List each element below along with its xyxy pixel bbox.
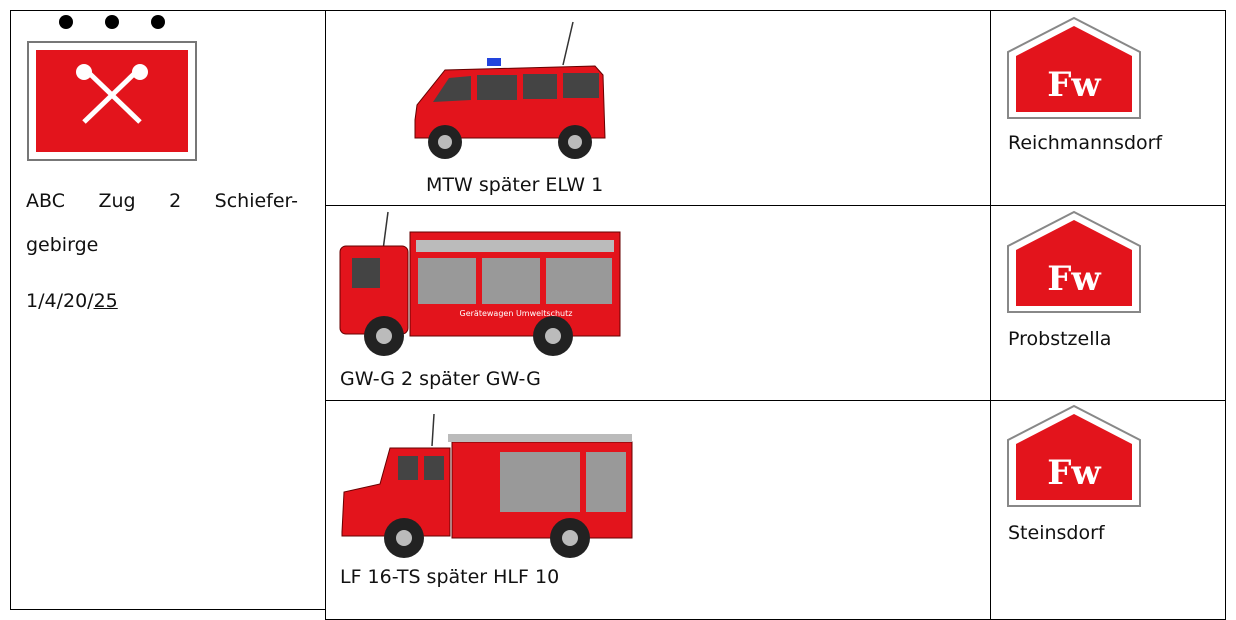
vehicle-icon [341,413,633,558]
station-label: Probstzella [1008,328,1112,350]
station-icon: Fw [1007,404,1141,507]
unit-title: gebirge [26,234,99,256]
vehicle-lettering: Gerätewagen Umweltschutz [460,309,573,318]
station-icon-text: Fw [1047,259,1101,299]
station-icon: Fw [1007,16,1141,119]
station-label: Steinsdorf [1008,522,1105,544]
station-icon-text: Fw [1047,65,1101,105]
vehicle-icon: Gerätewagen Umweltschutz [339,211,621,356]
vehicle-label: GW-G 2 später GW-G [340,368,541,390]
code-underlined: 25 [93,290,118,312]
page: ABC Zug 2 Schiefer- gebirge 1/4/20/25 MT… [10,10,1226,620]
station-label: Reichmannsdorf [1008,132,1163,154]
vehicle-label: MTW später ELW 1 [426,174,604,196]
vehicle-icon [414,21,606,159]
vehicle-label: LF 16-TS später HLF 10 [340,566,560,588]
station-icon-text: Fw [1047,453,1101,493]
code-prefix: 1/4/20/ [26,290,94,312]
unit-sign [27,15,197,161]
station-icon: Fw [1007,210,1141,313]
unit-title: ABC Zug 2 Schiefer- [26,190,298,212]
unit-code: 1/4/20/25 [26,290,118,312]
